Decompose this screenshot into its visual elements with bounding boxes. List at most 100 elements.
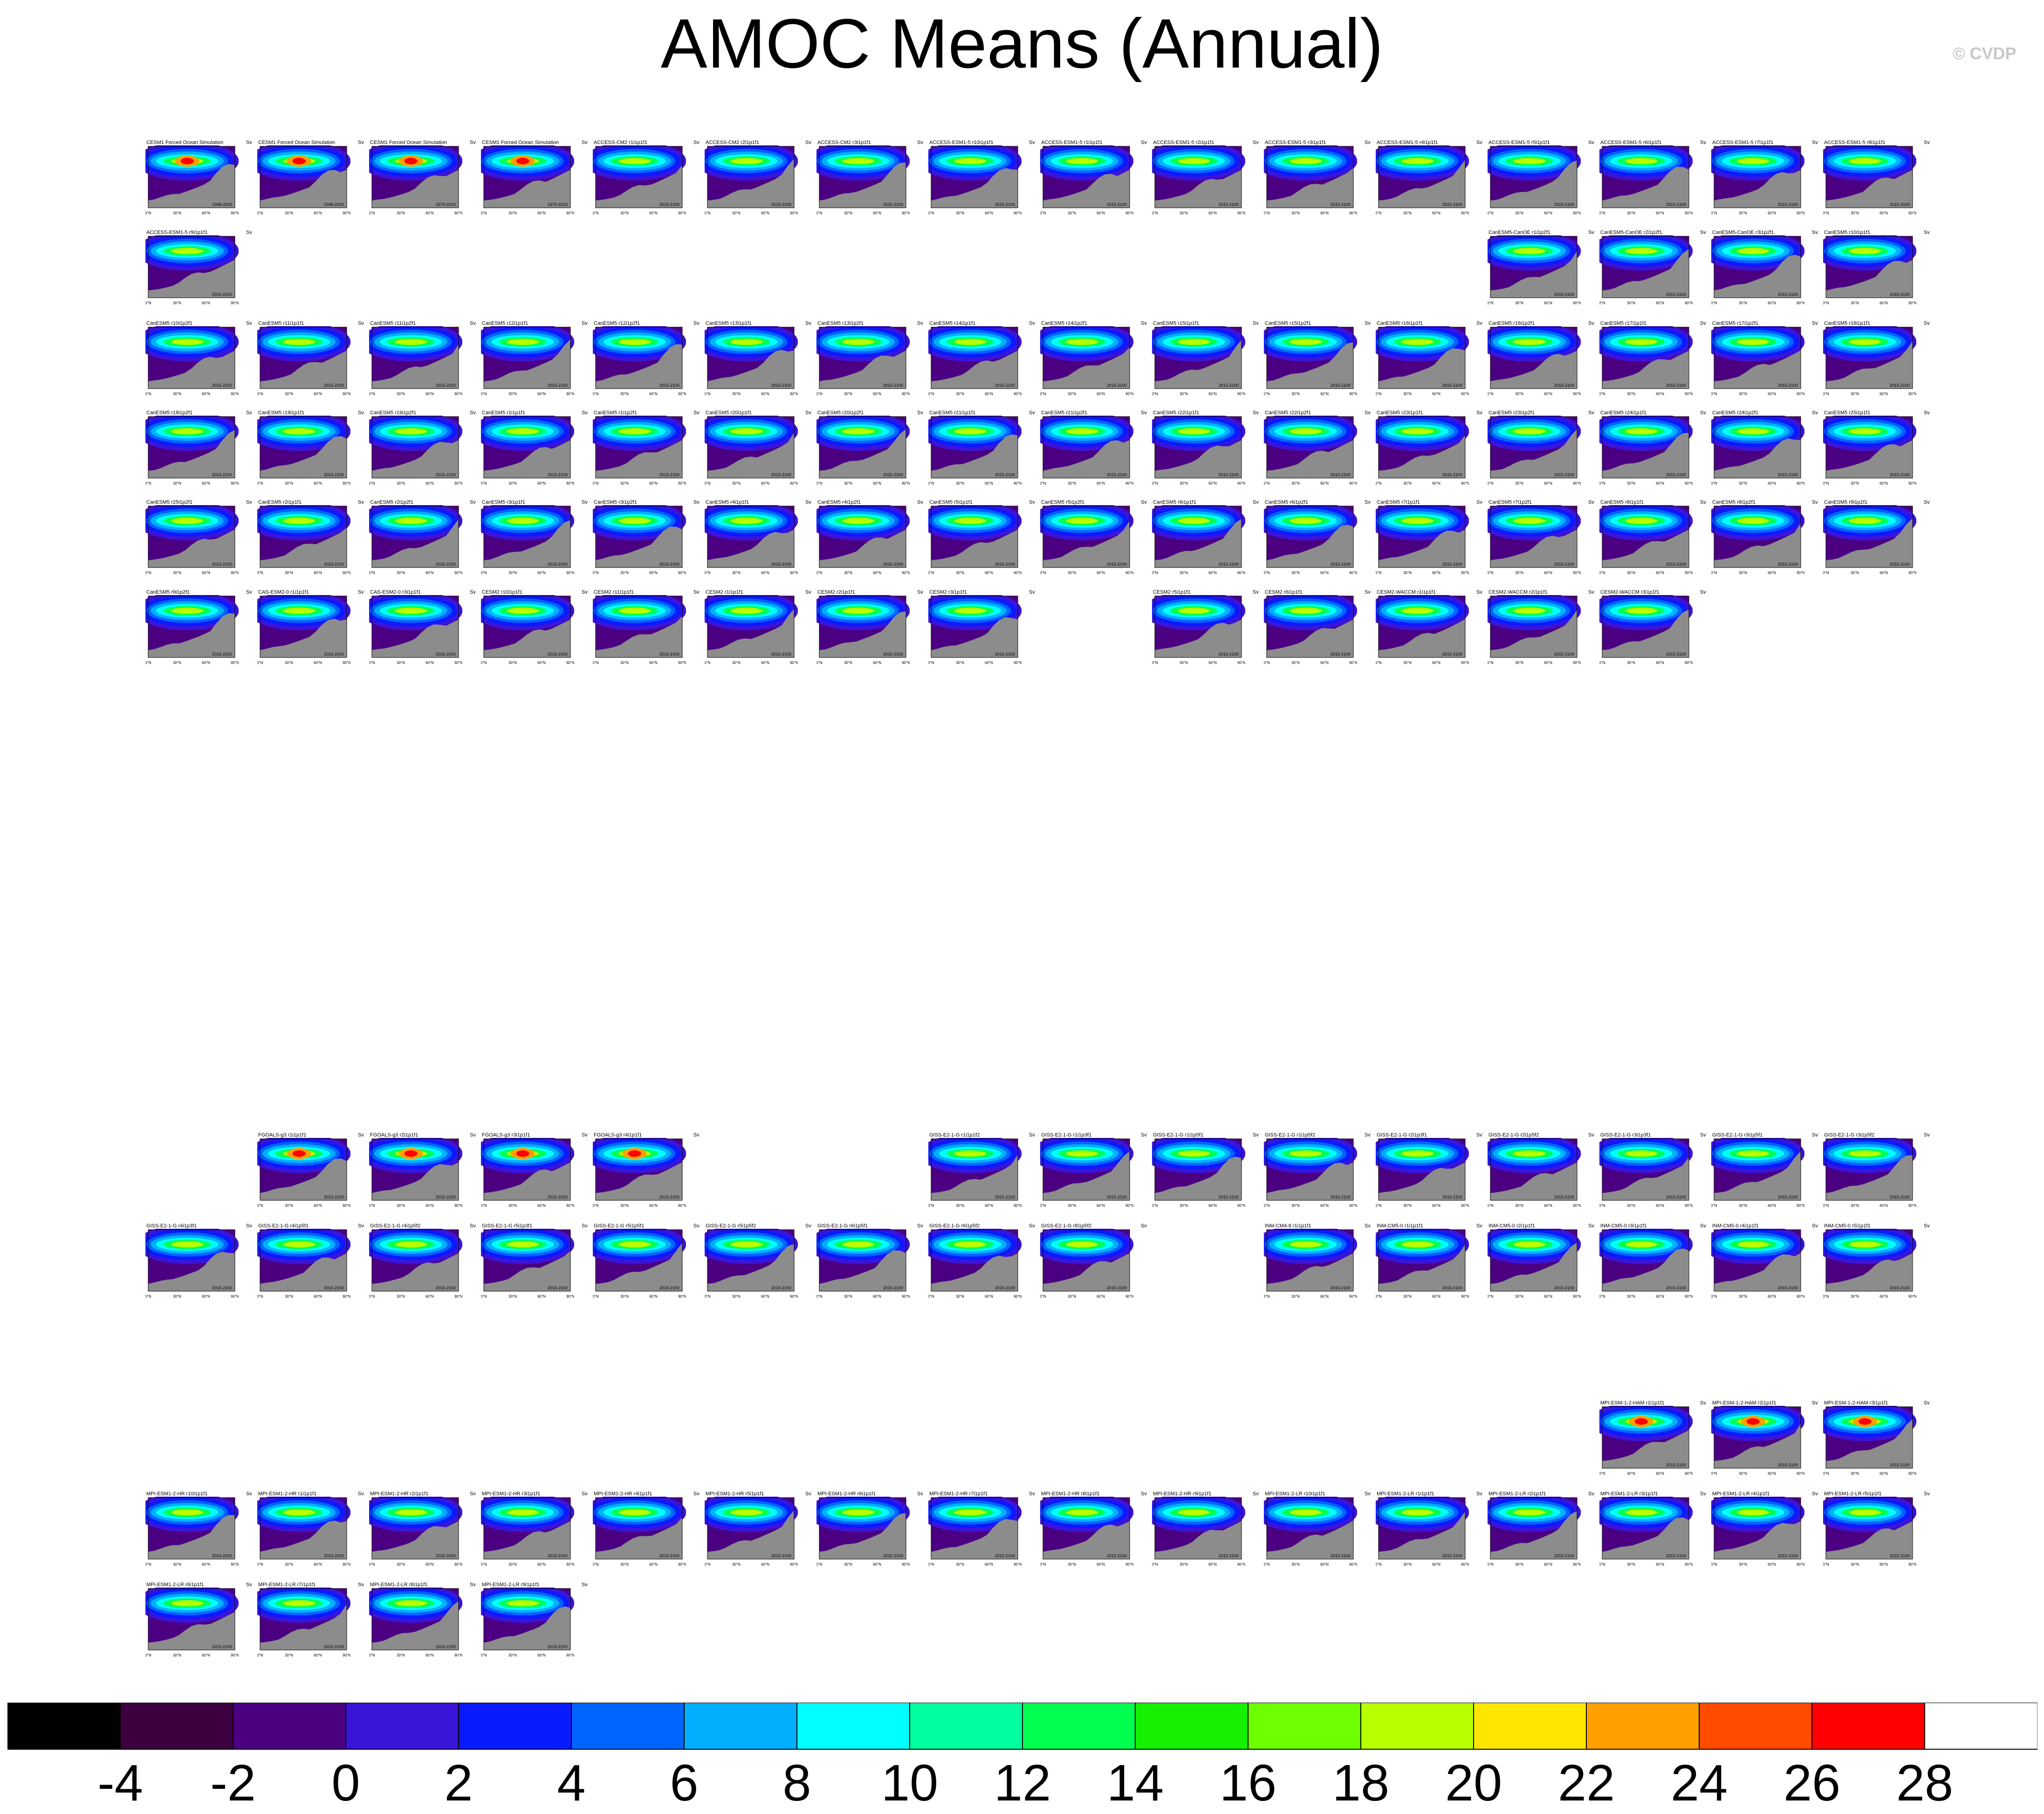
panel-unit: Sv [358, 410, 364, 416]
panel-period: 2015-2100 [1219, 383, 1239, 388]
amoc-panel: CESM2-WACCM r2i1p1f1 Sv 2015-2100 0°N 30°N 60… [1488, 589, 1599, 672]
seafloor [1826, 1253, 1913, 1291]
panel-unit: Sv [1476, 140, 1482, 145]
x-tick-label: 0°N [593, 571, 599, 575]
x-tick-label: 60°N [425, 1653, 434, 1657]
x-tick-label: 60°N [314, 1653, 322, 1657]
x-tick-label: 60°N [202, 301, 210, 305]
x-tick-label: 60°N [649, 661, 658, 665]
panel-title: CanESM5 r12i1p1f1 [482, 321, 528, 326]
x-tick-label: 0°N [1264, 392, 1270, 396]
panel-period: 2015-2100 [1107, 1195, 1127, 1199]
x-tick-label: 30°N [1627, 1472, 1635, 1476]
panel-period: 2015-2100 [436, 472, 456, 477]
seafloor [148, 164, 235, 208]
panel-title: CanESM5 r5i1p2f1 [1041, 500, 1084, 505]
x-tick-label: 90°N [1014, 211, 1022, 215]
plot-frame [260, 327, 347, 389]
x-tick-label: 60°N [314, 1204, 322, 1208]
panel-title: FGOALS-g3 r1i1p1f1 [258, 1132, 307, 1138]
panel-period: 2015-2100 [1107, 202, 1127, 207]
contour-band [1625, 1509, 1658, 1516]
panel-unit: Sv [1812, 1132, 1818, 1138]
x-tick-label: 30°N [1291, 661, 1300, 665]
panel-title: CanESM5 r6i1p2f1 [1265, 500, 1308, 505]
panel-period: 2015-2100 [995, 562, 1015, 567]
panel-title: CanESM5 r17i1p2f1 [1712, 321, 1759, 326]
seafloor [1602, 1430, 1689, 1468]
amoc-panel: CanESM5 r18i1p1f1 Sv 2015-2100 0°N 30°N 60°N 9… [1823, 321, 1935, 404]
x-tick-label: 0°N [593, 481, 599, 486]
x-tick-label: 90°N [902, 1562, 910, 1567]
seafloor [1826, 440, 1913, 478]
amoc-panel: CanESM5 r20i1p2f1 Sv 2015-2100 0°N 30°N 60°N 9… [816, 410, 928, 493]
x-tick-label: 0°N [481, 481, 487, 486]
x-tick-label: 30°N [1515, 1562, 1523, 1567]
plot-frame [1825, 1138, 1913, 1201]
x-tick-label: 90°N [231, 1653, 239, 1657]
panel-period: 2015-2100 [548, 562, 568, 567]
colorbar-swatch [796, 1703, 911, 1750]
panel-unit: Sv [246, 321, 252, 326]
panel-title: INM-CM5-0 r2i1p1f1 [1488, 1223, 1535, 1229]
x-tick-label: 90°N [902, 211, 910, 215]
x-tick-label: 60°N [761, 392, 769, 396]
x-tick-label: 30°N [508, 661, 517, 665]
seafloor [1826, 170, 1913, 208]
x-tick-label: 90°N [790, 661, 798, 665]
plot-frame [148, 1588, 235, 1650]
panel-title: GISS-E2-1-G r3i1p5f2 [1824, 1132, 1875, 1138]
contour-band [730, 1509, 763, 1516]
x-tick-label: 30°N [1739, 301, 1747, 305]
contour-band [1625, 1150, 1658, 1157]
contour-band [1625, 1241, 1658, 1248]
panel-title: CanESM5 r9i1p1f1 [1824, 500, 1867, 505]
contour-band [1625, 248, 1658, 254]
x-tick-label: 0°N [816, 392, 823, 396]
contour-band [954, 428, 987, 435]
panel-period: 2015-2100 [1107, 383, 1127, 388]
seafloor [1490, 1511, 1577, 1559]
x-tick-label: 0°N [257, 481, 263, 486]
x-tick-label: 0°N [1152, 392, 1158, 396]
panel-title: CESM2 r11i1p1f1 [594, 589, 634, 595]
plot-frame [1714, 416, 1801, 479]
plot-frame [483, 146, 571, 208]
amoc-panel: MPI-ESM1-2-HR r9i1p1f1 Sv 2015-2100 0°N 30°N… [1152, 1491, 1264, 1574]
x-tick-label: 90°N [1908, 1204, 1916, 1208]
x-tick-label: 0°N [1376, 481, 1382, 486]
plot-frame [595, 1138, 683, 1201]
colorbar-swatch [7, 1703, 121, 1750]
panel-title: CESM2-WACCM r2i1p1f1 [1488, 589, 1548, 595]
amoc-panel: GISS-E2-1-G r5i1p5f1 Sv 2015-2100 0°N 30°N 60… [593, 1223, 705, 1306]
panel-period: 2015-2100 [548, 652, 568, 657]
x-tick-label: 30°N [1851, 1472, 1859, 1476]
x-tick-label: 90°N [454, 1204, 462, 1208]
x-tick-label: 90°N [1797, 1204, 1804, 1208]
x-tick-label: 60°N [202, 661, 210, 665]
panel-unit: Sv [1029, 1223, 1035, 1229]
x-tick-label: 90°N [1797, 211, 1804, 215]
x-tick-label: 90°N [231, 392, 239, 396]
seafloor [372, 440, 459, 478]
x-tick-label: 30°N [1739, 392, 1747, 396]
plot-frame [1490, 596, 1578, 658]
panel-title: MPI-ESM1-2-LR r10i1p1f1 [1265, 1491, 1325, 1497]
x-tick-label: 90°N [902, 1294, 910, 1299]
panel-period: 2015-2100 [1890, 1195, 1910, 1199]
plot-frame [819, 596, 906, 658]
seafloor [148, 1612, 235, 1650]
x-tick-label: 60°N [985, 661, 993, 665]
